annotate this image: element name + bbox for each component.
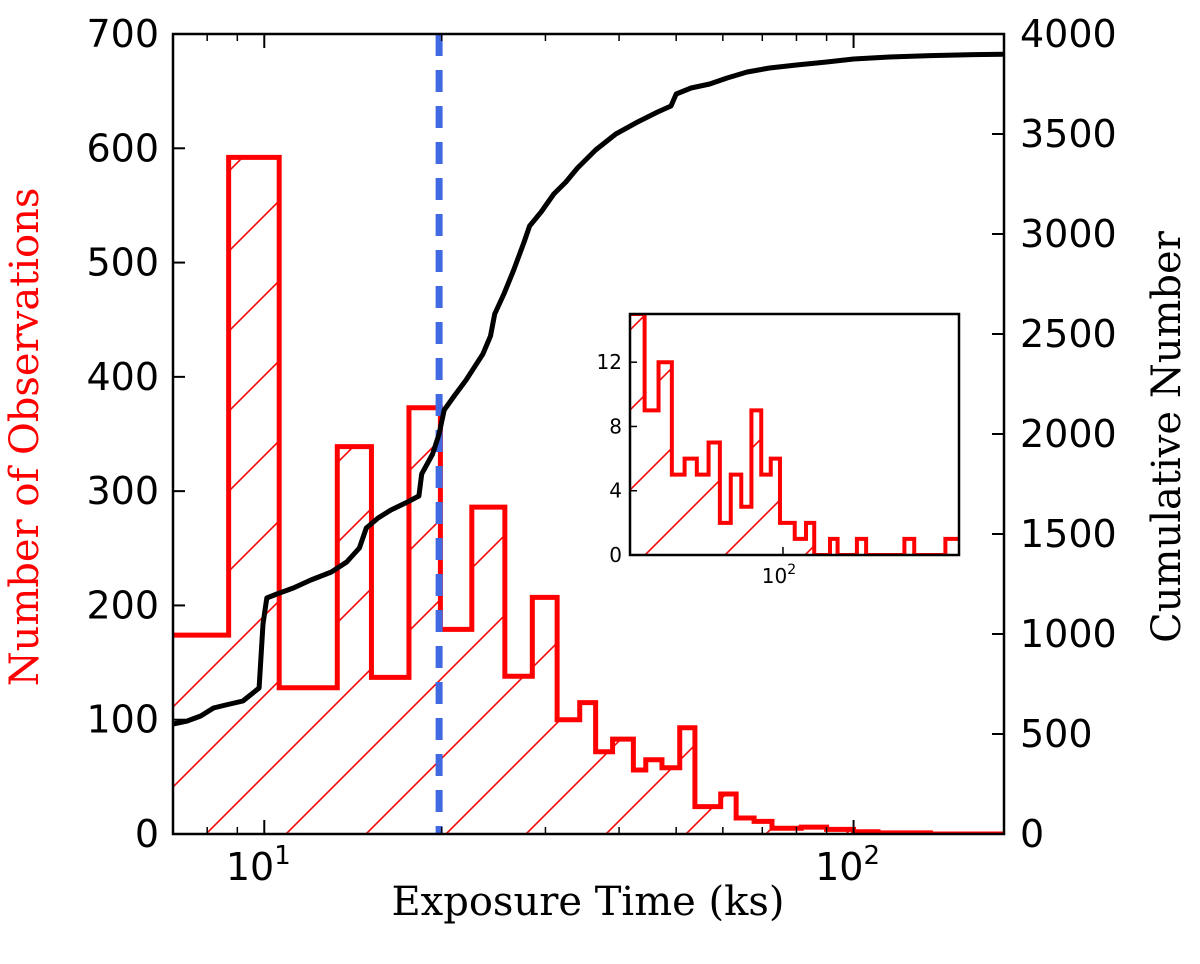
y-tick-label-right: 0 xyxy=(1020,812,1044,856)
x-axis-label: Exposure Time (ks) xyxy=(391,879,784,925)
y-tick-label-right: 1500 xyxy=(1020,512,1117,556)
inset-y-tick-label: 4 xyxy=(609,479,622,503)
y-tick-label-left: 600 xyxy=(86,126,159,170)
y-axis-label-right: Cumulative Number xyxy=(1144,230,1190,643)
y-tick-label-left: 200 xyxy=(86,583,159,627)
y-tick-label-right: 4000 xyxy=(1020,12,1117,56)
inset-hatch-fill xyxy=(630,314,959,555)
x-tick-label: 101 xyxy=(226,841,291,889)
inset-x-tick-label: 102 xyxy=(762,562,796,588)
inset-y-tick-label: 12 xyxy=(597,350,622,374)
y-tick-label-left: 500 xyxy=(86,241,159,285)
x-tick-label: 102 xyxy=(815,841,880,889)
y-tick-label-left: 700 xyxy=(86,12,159,56)
y-tick-label-right: 1000 xyxy=(1020,612,1117,656)
inset-histogram-outline xyxy=(630,314,959,555)
inset-axes: 0 4 8 12 102 xyxy=(597,312,961,588)
y-axis-label-left: Number of Observations xyxy=(2,188,48,687)
y-tick-label-right: 2500 xyxy=(1020,312,1117,356)
y-tick-label-right: 500 xyxy=(1020,712,1093,756)
y-tick-label-right: 2000 xyxy=(1020,412,1117,456)
inset-plot-area xyxy=(630,314,959,555)
inset-histogram: 0 4 8 12 102 xyxy=(597,312,961,588)
y-tick-label-left: 400 xyxy=(86,355,159,399)
inset-y-tick-label: 8 xyxy=(609,414,622,438)
inset-frame xyxy=(628,312,961,557)
y-tick-label-left: 0 xyxy=(135,812,159,856)
y-tick-label-left: 300 xyxy=(86,469,159,513)
axes: 0 100 200 300 400 500 600 700 0 500 1000 1500 2000 25… xyxy=(86,12,1116,889)
histogram-outline xyxy=(173,154,1004,834)
cumulative-curve xyxy=(173,51,1004,727)
y-tick-label-left: 100 xyxy=(86,698,159,742)
plot-area xyxy=(173,34,1004,834)
y-tick-label-right: 3000 xyxy=(1020,212,1117,256)
y-tick-label-right: 3500 xyxy=(1020,112,1117,156)
inset-y-tick-label: 0 xyxy=(609,543,622,567)
